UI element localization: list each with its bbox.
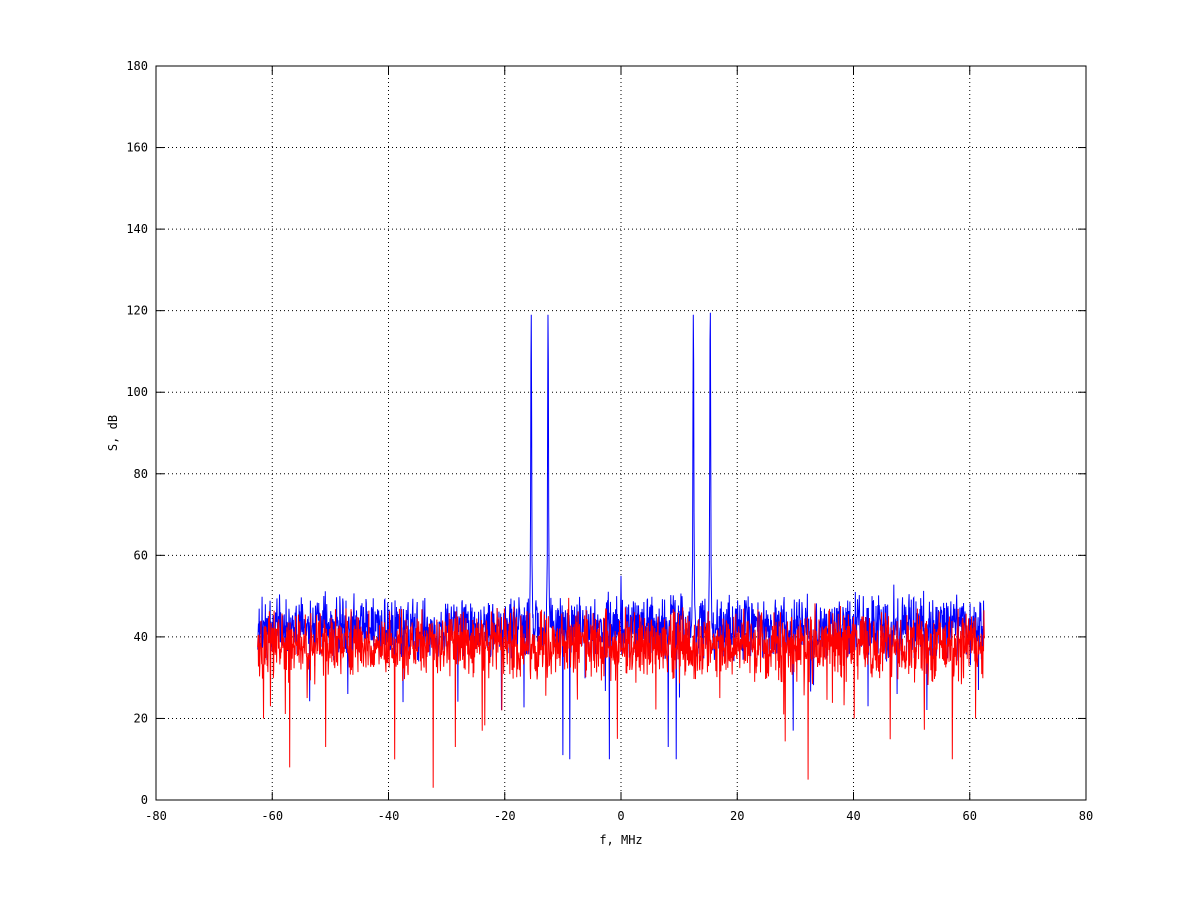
y-tick-label: 160: [126, 141, 148, 155]
y-tick-label: 180: [126, 59, 148, 73]
y-tick-label: 40: [134, 630, 148, 644]
y-tick-label: 60: [134, 548, 148, 562]
x-axis-label: f, MHz: [599, 833, 642, 847]
y-tick-label: 100: [126, 385, 148, 399]
tick-layer: [155, 65, 1087, 801]
x-tick-label: -40: [378, 809, 400, 823]
y-tick-label: 80: [134, 467, 148, 481]
y-axis-label: S, dB: [106, 415, 120, 451]
x-tick-label: -60: [261, 809, 283, 823]
plot-border: [155, 65, 1087, 801]
y-tick-label: 0: [141, 793, 148, 807]
x-tick-label: -20: [494, 809, 516, 823]
axis-layer: -80 -60 -40 -20 0 20 40 60 80 0 20 40 60 80 100 120 140 1…: [106, 59, 1093, 847]
x-tick-label: 20: [730, 809, 744, 823]
y-tick-label: 20: [134, 711, 148, 725]
series-layer: [257, 312, 985, 788]
tick-label-layer: -80 -60 -40 -20 0 20 40 60 80 0 20 40 60 80 100 120 140 1…: [126, 59, 1093, 823]
series-signal-spectrum-blue: [257, 312, 985, 760]
x-tick-label: -80: [145, 809, 167, 823]
y-tick-label: 120: [126, 304, 148, 318]
y-tick-label: 140: [126, 222, 148, 236]
x-tick-label: 0: [617, 809, 624, 823]
x-tick-label: 80: [1079, 809, 1093, 823]
x-tick-label: 60: [963, 809, 977, 823]
x-tick-label: 40: [846, 809, 860, 823]
grid-layer: [156, 66, 1086, 800]
series-noise-spectrum-red: [257, 597, 985, 788]
